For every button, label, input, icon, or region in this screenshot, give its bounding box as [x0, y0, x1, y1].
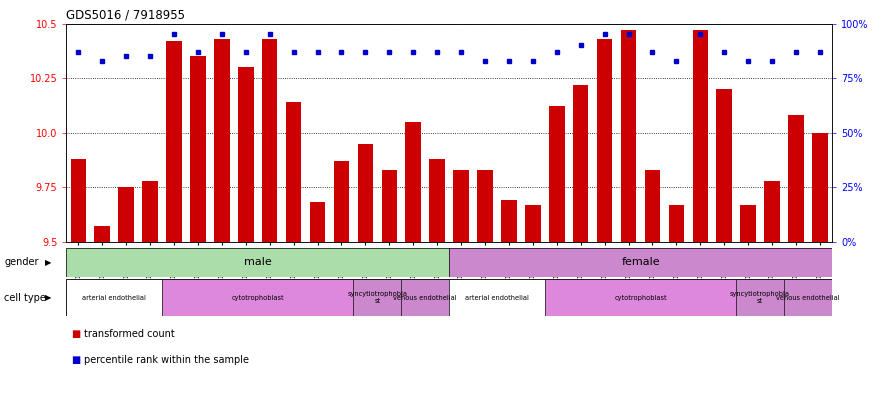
Bar — [310, 202, 326, 242]
Text: percentile rank within the sample: percentile rank within the sample — [84, 354, 249, 365]
Bar — [545, 279, 736, 316]
Text: male: male — [244, 257, 272, 267]
Bar — [334, 161, 350, 242]
Bar — [573, 84, 589, 242]
Bar — [401, 279, 449, 316]
Bar — [95, 226, 110, 242]
Bar — [736, 279, 784, 316]
Bar — [66, 279, 162, 316]
Bar — [549, 107, 565, 242]
Text: cell type: cell type — [4, 293, 46, 303]
Text: syncytiotrophobla
st: syncytiotrophobla st — [730, 291, 790, 304]
Bar — [66, 248, 449, 277]
Bar — [644, 170, 660, 242]
Bar — [453, 170, 469, 242]
Text: arterial endothelial: arterial endothelial — [82, 295, 146, 301]
Bar — [789, 115, 804, 242]
Bar — [286, 102, 302, 242]
Bar — [353, 279, 401, 316]
Bar — [477, 170, 493, 242]
Bar — [717, 89, 732, 242]
Bar — [449, 279, 545, 316]
Bar — [429, 159, 445, 242]
Text: venous endothelial: venous endothelial — [394, 295, 457, 301]
Text: ▶: ▶ — [45, 294, 51, 302]
Text: ■: ■ — [71, 354, 80, 365]
Bar — [596, 39, 612, 242]
Bar — [669, 205, 684, 242]
Bar — [71, 159, 86, 242]
Bar — [501, 200, 517, 242]
Text: gender: gender — [4, 257, 39, 267]
Bar — [262, 39, 278, 242]
Bar — [693, 30, 708, 242]
Text: transformed count: transformed count — [84, 329, 175, 339]
Text: ■: ■ — [71, 329, 80, 339]
Bar — [620, 30, 636, 242]
Text: venous endothelial: venous endothelial — [776, 295, 840, 301]
Bar — [190, 56, 205, 242]
Bar — [358, 143, 373, 242]
Bar — [142, 181, 158, 242]
Bar — [214, 39, 229, 242]
Bar — [238, 67, 254, 242]
Text: female: female — [621, 257, 660, 267]
Text: ▶: ▶ — [45, 258, 51, 266]
Text: cytotrophoblast: cytotrophoblast — [614, 295, 666, 301]
Bar — [405, 122, 421, 242]
Bar — [166, 41, 181, 242]
Bar — [765, 181, 780, 242]
Bar — [381, 170, 397, 242]
Bar — [741, 205, 756, 242]
Bar — [162, 279, 353, 316]
Text: arterial endothelial: arterial endothelial — [465, 295, 529, 301]
Bar — [449, 248, 832, 277]
Text: syncytiotrophobla
st: syncytiotrophobla st — [348, 291, 407, 304]
Bar — [812, 132, 827, 242]
Text: cytotrophoblast: cytotrophoblast — [232, 295, 284, 301]
Text: GDS5016 / 7918955: GDS5016 / 7918955 — [66, 8, 185, 21]
Bar — [119, 187, 134, 242]
Bar — [784, 279, 832, 316]
Bar — [525, 205, 541, 242]
